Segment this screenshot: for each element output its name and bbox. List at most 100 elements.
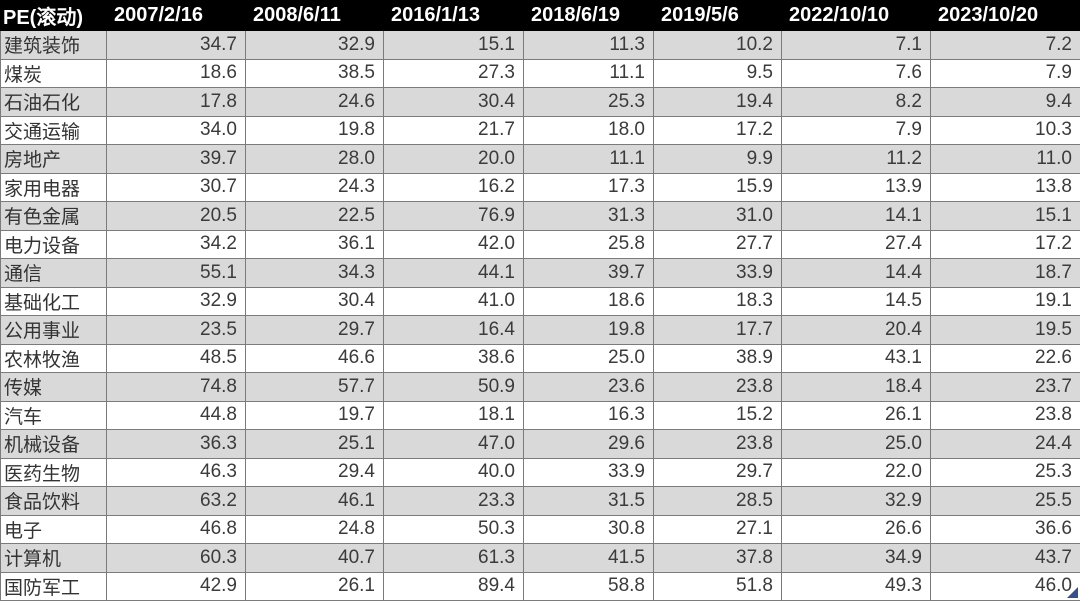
value-cell[interactable]: 18.6	[523, 286, 654, 316]
value-cell[interactable]: 34.9	[781, 543, 931, 573]
value-cell[interactable]: 15.9	[653, 172, 782, 202]
value-cell[interactable]: 9.5	[653, 58, 782, 88]
sector-cell[interactable]: 电子	[0, 514, 107, 544]
sector-cell[interactable]: 国防军工	[0, 571, 107, 601]
value-cell[interactable]: 30.4	[245, 286, 384, 316]
sector-cell[interactable]: 煤炭	[0, 58, 107, 88]
value-cell[interactable]: 25.1	[245, 429, 384, 459]
header-cell[interactable]: 2008/6/11	[245, 0, 384, 31]
value-cell[interactable]: 55.1	[106, 258, 246, 288]
value-cell[interactable]: 33.9	[523, 457, 654, 487]
value-cell[interactable]: 18.0	[523, 115, 654, 145]
value-cell[interactable]: 23.5	[106, 315, 246, 345]
value-cell[interactable]: 33.9	[653, 258, 782, 288]
value-cell[interactable]: 57.7	[245, 372, 384, 402]
value-cell[interactable]: 22.0	[781, 457, 931, 487]
value-cell[interactable]: 49.3	[781, 571, 931, 601]
value-cell[interactable]: 44.8	[106, 400, 246, 430]
sector-cell[interactable]: 汽车	[0, 400, 107, 430]
value-cell[interactable]: 61.3	[383, 543, 524, 573]
value-cell[interactable]: 34.0	[106, 115, 246, 145]
value-cell[interactable]: 47.0	[383, 429, 524, 459]
value-cell[interactable]: 13.8	[930, 172, 1080, 202]
value-cell[interactable]: 24.4	[930, 429, 1080, 459]
value-cell[interactable]: 31.5	[523, 486, 654, 516]
value-cell[interactable]: 25.8	[523, 229, 654, 259]
sector-cell[interactable]: 电力设备	[0, 229, 107, 259]
value-cell[interactable]: 25.0	[781, 429, 931, 459]
value-cell[interactable]: 34.3	[245, 258, 384, 288]
sector-cell[interactable]: 基础化工	[0, 286, 107, 316]
value-cell[interactable]: 30.4	[383, 87, 524, 117]
value-cell[interactable]: 11.0	[930, 144, 1080, 174]
value-cell[interactable]: 25.5	[930, 486, 1080, 516]
value-cell[interactable]: 19.7	[245, 400, 384, 430]
sector-cell[interactable]: 医药生物	[0, 457, 107, 487]
value-cell[interactable]: 37.8	[653, 543, 782, 573]
value-cell[interactable]: 42.0	[383, 229, 524, 259]
value-cell[interactable]: 46.0	[930, 571, 1080, 601]
value-cell[interactable]: 34.7	[106, 30, 246, 60]
value-cell[interactable]: 29.6	[523, 429, 654, 459]
header-cell[interactable]: 2023/10/20	[930, 0, 1080, 31]
value-cell[interactable]: 26.1	[781, 400, 931, 430]
value-cell[interactable]: 7.9	[781, 115, 931, 145]
value-cell[interactable]: 27.3	[383, 58, 524, 88]
value-cell[interactable]: 17.3	[523, 172, 654, 202]
value-cell[interactable]: 31.3	[523, 201, 654, 231]
value-cell[interactable]: 19.8	[523, 315, 654, 345]
value-cell[interactable]: 18.3	[653, 286, 782, 316]
value-cell[interactable]: 41.5	[523, 543, 654, 573]
value-cell[interactable]: 7.9	[930, 58, 1080, 88]
value-cell[interactable]: 27.7	[653, 229, 782, 259]
value-cell[interactable]: 9.4	[930, 87, 1080, 117]
value-cell[interactable]: 20.4	[781, 315, 931, 345]
value-cell[interactable]: 39.7	[106, 144, 246, 174]
value-cell[interactable]: 17.2	[653, 115, 782, 145]
header-cell[interactable]: 2016/1/13	[383, 0, 524, 31]
value-cell[interactable]: 41.0	[383, 286, 524, 316]
value-cell[interactable]: 36.6	[930, 514, 1080, 544]
value-cell[interactable]: 16.3	[523, 400, 654, 430]
value-cell[interactable]: 22.6	[930, 343, 1080, 373]
value-cell[interactable]: 48.5	[106, 343, 246, 373]
value-cell[interactable]: 18.4	[781, 372, 931, 402]
value-cell[interactable]: 40.0	[383, 457, 524, 487]
sector-cell[interactable]: 家用电器	[0, 172, 107, 202]
value-cell[interactable]: 46.8	[106, 514, 246, 544]
value-cell[interactable]: 43.7	[930, 543, 1080, 573]
sector-cell[interactable]: 食品饮料	[0, 486, 107, 516]
value-cell[interactable]: 11.3	[523, 30, 654, 60]
value-cell[interactable]: 76.9	[383, 201, 524, 231]
sector-cell[interactable]: 石油石化	[0, 87, 107, 117]
value-cell[interactable]: 46.3	[106, 457, 246, 487]
value-cell[interactable]: 25.0	[523, 343, 654, 373]
value-cell[interactable]: 38.5	[245, 58, 384, 88]
value-cell[interactable]: 58.8	[523, 571, 654, 601]
value-cell[interactable]: 15.1	[383, 30, 524, 60]
value-cell[interactable]: 17.7	[653, 315, 782, 345]
value-cell[interactable]: 17.8	[106, 87, 246, 117]
value-cell[interactable]: 23.6	[523, 372, 654, 402]
value-cell[interactable]: 17.2	[930, 229, 1080, 259]
value-cell[interactable]: 26.1	[245, 571, 384, 601]
sector-cell[interactable]: 房地产	[0, 144, 107, 174]
value-cell[interactable]: 23.7	[930, 372, 1080, 402]
value-cell[interactable]: 7.6	[781, 58, 931, 88]
value-cell[interactable]: 18.7	[930, 258, 1080, 288]
value-cell[interactable]: 27.4	[781, 229, 931, 259]
value-cell[interactable]: 19.4	[653, 87, 782, 117]
value-cell[interactable]: 30.8	[523, 514, 654, 544]
table-title-cell[interactable]: PE(滚动)	[0, 0, 107, 31]
value-cell[interactable]: 63.2	[106, 486, 246, 516]
value-cell[interactable]: 32.9	[245, 30, 384, 60]
value-cell[interactable]: 30.7	[106, 172, 246, 202]
value-cell[interactable]: 50.9	[383, 372, 524, 402]
value-cell[interactable]: 25.3	[523, 87, 654, 117]
value-cell[interactable]: 28.0	[245, 144, 384, 174]
value-cell[interactable]: 42.9	[106, 571, 246, 601]
value-cell[interactable]: 7.2	[930, 30, 1080, 60]
value-cell[interactable]: 38.6	[383, 343, 524, 373]
value-cell[interactable]: 46.6	[245, 343, 384, 373]
value-cell[interactable]: 31.0	[653, 201, 782, 231]
